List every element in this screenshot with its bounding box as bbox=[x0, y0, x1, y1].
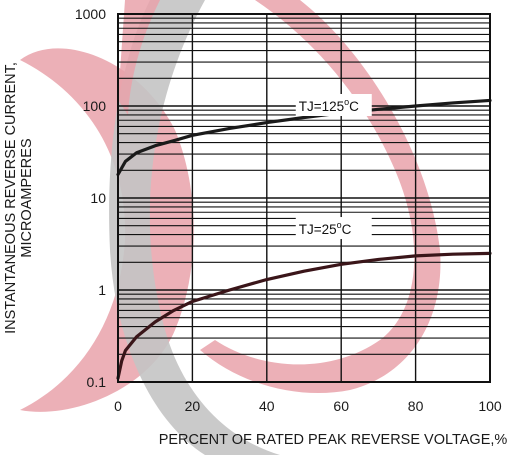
series-annotation-1: TJ=25oC bbox=[295, 217, 372, 240]
annotation-main: TJ=125 bbox=[299, 99, 344, 114]
annotation-label: TJ=25oC bbox=[299, 220, 352, 237]
y-axis-label-line2: MICROAMPERES bbox=[19, 138, 35, 257]
x-axis-ticks: 0 20 40 60 80 100 bbox=[114, 398, 502, 414]
annotation-unit: C bbox=[349, 99, 359, 114]
y-tick-label: 1000 bbox=[75, 6, 106, 22]
x-tick-label: 0 bbox=[114, 398, 122, 414]
annotation-label: TJ=125oC bbox=[299, 97, 359, 114]
annotation-box bbox=[295, 217, 372, 240]
watermark-gray-arc bbox=[109, 0, 281, 455]
x-tick-label: 80 bbox=[408, 398, 424, 414]
y-tick-label: 0.1 bbox=[87, 374, 107, 390]
y-tick-label: 100 bbox=[83, 98, 107, 114]
series-line-0 bbox=[116, 98, 492, 177]
x-tick-label: 60 bbox=[333, 398, 349, 414]
annotation-unit: C bbox=[342, 222, 352, 237]
y-tick-label: 10 bbox=[90, 190, 106, 206]
grid bbox=[118, 14, 490, 382]
y-tick-label: 1 bbox=[98, 282, 106, 298]
watermark-red-band bbox=[200, 0, 441, 394]
x-tick-label: 100 bbox=[478, 398, 502, 414]
annotation-main: TJ=25 bbox=[299, 222, 337, 237]
y-axis-ticks: 0.1 1 10 100 1000 bbox=[75, 6, 106, 390]
x-axis-label: PERCENT OF RATED PEAK REVERSE VOLTAGE,% bbox=[159, 432, 508, 448]
series-annotation-0: TJ=125oC bbox=[295, 94, 372, 116]
y-axis-label: INSTANTANEOUS REVERSE CURRENT, MICROAMPE… bbox=[3, 62, 35, 334]
y-axis-label-line1: INSTANTANEOUS REVERSE CURRENT, bbox=[3, 62, 19, 334]
annotation-degree: o bbox=[337, 220, 342, 230]
series-line-1 bbox=[116, 251, 492, 380]
plot-frame bbox=[117, 13, 491, 383]
x-tick-label: 40 bbox=[259, 398, 275, 414]
series-layer bbox=[116, 98, 492, 380]
x-tick-label: 20 bbox=[185, 398, 201, 414]
annotation-degree: o bbox=[344, 97, 349, 107]
watermark-logo bbox=[20, 0, 441, 455]
annotation-box bbox=[295, 94, 372, 116]
